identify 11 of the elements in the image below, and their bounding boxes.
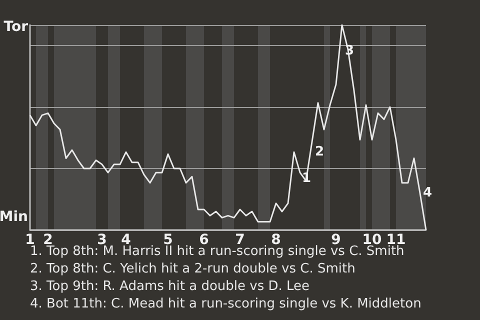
x-tick-label: 9 [331, 232, 341, 248]
x-tick-label: 8 [271, 232, 281, 248]
text: 3. Top 9th: R. Adams hit a double vs D. Lee [30, 279, 310, 294]
x-tick-label: 6 [199, 232, 209, 248]
text: Min [0, 209, 28, 225]
text: Tor [4, 19, 28, 35]
x-tick-label: 7 [235, 232, 245, 248]
text: 2. Top 8th: C. Yelich hit a 2-run double vs C. Smith [30, 262, 356, 276]
annotation: 2 [315, 144, 324, 160]
text: 4. Bot 11th: C. Mead hit a run-scoring single vs K. Middleton [30, 296, 422, 312]
annotation: 4 [423, 186, 432, 201]
